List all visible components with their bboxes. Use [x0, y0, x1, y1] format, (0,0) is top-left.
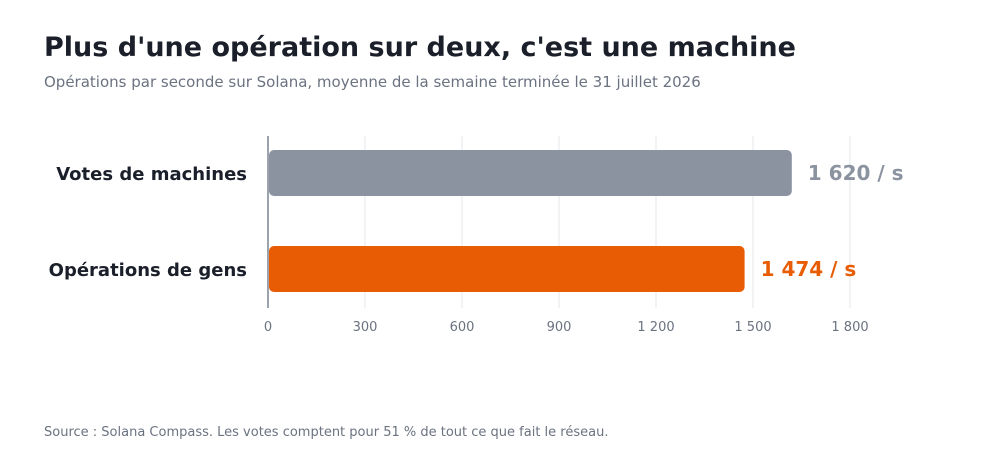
- bar: [269, 150, 792, 196]
- value-labels: 1 620 / s 1 474 / s: [761, 161, 904, 281]
- category-label: Votes de machines: [56, 164, 247, 185]
- source-note: Source : Solana Compass. Les votes compt…: [44, 425, 609, 440]
- tick-label: 900: [547, 320, 572, 335]
- chart-title: Plus d'une opération sur deux, c'est une…: [44, 32, 796, 63]
- tick-label: 600: [450, 320, 475, 335]
- value-label: 1 620 / s: [808, 161, 904, 185]
- bar: [269, 246, 745, 292]
- bars: [269, 150, 792, 292]
- tick-label: 1 200: [637, 320, 674, 335]
- tick-label: 300: [353, 320, 378, 335]
- tick-label: 1 500: [734, 320, 771, 335]
- chart-subtitle: Opérations par seconde sur Solana, moyen…: [44, 73, 701, 91]
- value-label: 1 474 / s: [761, 257, 857, 281]
- tick-label: 1 800: [831, 320, 868, 335]
- category-label: Opérations de gens: [49, 260, 247, 281]
- tick-label: 0: [264, 320, 272, 335]
- x-axis-ticks: 0 300 600 900 1 200 1 500 1 800: [264, 320, 869, 335]
- category-labels: Votes de machines Opérations de gens: [49, 164, 247, 281]
